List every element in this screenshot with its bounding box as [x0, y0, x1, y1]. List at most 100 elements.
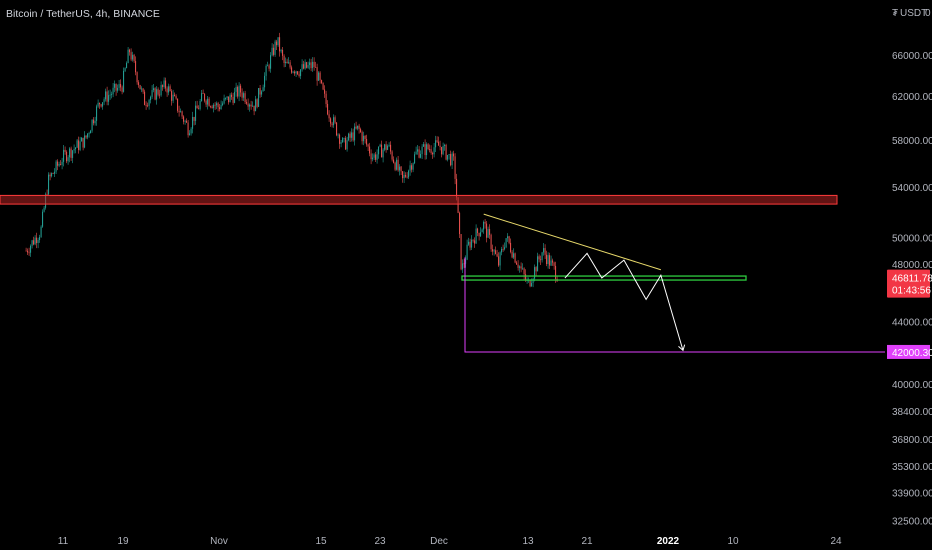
candle-body: [385, 144, 387, 150]
candle-body: [478, 232, 480, 237]
candle-body: [376, 154, 378, 160]
candle-body: [163, 80, 165, 87]
candle-body: [115, 83, 117, 91]
candle-body: [403, 174, 405, 179]
candle-body: [418, 149, 420, 158]
candle-body: [187, 122, 189, 136]
candle-body: [27, 250, 29, 253]
candle-body: [124, 68, 126, 71]
candle-body: [36, 237, 38, 244]
candle-body: [322, 82, 324, 90]
candle-body: [237, 86, 239, 97]
candle-body: [544, 248, 546, 255]
candle-body: [441, 146, 443, 155]
candle-body: [339, 134, 341, 144]
candle-body: [466, 244, 468, 260]
candle-body: [28, 252, 30, 254]
candle-body: [195, 105, 197, 121]
candle-body: [138, 82, 140, 86]
resistance-zone[interactable]: [0, 194, 838, 205]
candle-body: [103, 99, 105, 103]
candle-body: [166, 88, 168, 93]
candle-body: [204, 93, 206, 101]
candle-body: [498, 256, 500, 266]
candle-body: [198, 108, 200, 110]
candle-body: [423, 144, 425, 147]
axis-settings-mark[interactable]: 0: [925, 8, 931, 19]
candle-body: [225, 97, 227, 99]
candle-body: [394, 162, 396, 170]
candle-body: [67, 157, 69, 162]
candle-body: [301, 64, 303, 70]
candle-body: [358, 125, 360, 130]
candle-body: [454, 156, 456, 179]
candle-body: [183, 116, 185, 122]
candle-body: [541, 252, 543, 261]
candle-body: [373, 154, 375, 158]
symbol-title[interactable]: Bitcoin / TetherUS, 4h, BINANCE: [6, 8, 160, 20]
candle-body: [64, 149, 66, 152]
candle-body: [534, 267, 536, 279]
candle-body: [390, 144, 392, 152]
candle-body: [213, 104, 215, 109]
candle-body: [250, 104, 252, 107]
candle-body: [399, 166, 401, 171]
candle-body: [325, 93, 327, 104]
candle-body: [357, 125, 359, 129]
candle-body: [142, 88, 144, 92]
candle-body: [538, 256, 540, 260]
candle-body: [189, 133, 191, 136]
candle-body: [91, 119, 93, 131]
candle-body: [543, 248, 545, 253]
x-tick-label: 23: [374, 536, 386, 547]
candle-body: [313, 61, 315, 67]
candle-body: [144, 91, 146, 106]
candle-body: [229, 94, 231, 103]
candle-body: [112, 87, 114, 95]
candle-body: [210, 106, 212, 108]
candle-body: [31, 240, 33, 246]
target-line[interactable]: [464, 257, 932, 353]
candle-body: [219, 107, 221, 110]
candle-body: [330, 118, 332, 124]
candle-body: [378, 146, 380, 155]
time-axis[interactable]: 11 19 Nov 15 23 Dec 13 21 2022 10 24: [0, 530, 932, 550]
x-tick-label: 13: [522, 536, 534, 547]
candle-body: [309, 62, 311, 66]
descending-trendline[interactable]: [483, 213, 662, 271]
currency-label[interactable]: USDT: [900, 8, 927, 19]
candle-body: [523, 268, 525, 275]
candle-body: [30, 245, 32, 253]
candle-body: [240, 85, 242, 93]
candle-body: [75, 147, 77, 150]
candle-body: [457, 197, 459, 213]
candle-body: [517, 264, 519, 268]
candle-body: [507, 236, 509, 239]
candle-body: [363, 135, 365, 142]
candle-body: [294, 71, 296, 74]
candle-body: [102, 102, 104, 107]
candle-body: [337, 134, 339, 136]
candle-body: [190, 128, 192, 134]
candle-body: [223, 98, 225, 104]
candle-body: [199, 100, 201, 109]
price-axis[interactable]: 66000.00 62000.00 58000.00 54000.00 50000.00…: [885, 0, 932, 550]
currency-mark: ₮: [892, 8, 898, 19]
candle-body: [355, 126, 357, 129]
candle-body: [349, 133, 351, 138]
candle-body: [136, 72, 138, 83]
candle-body: [489, 229, 491, 235]
candle-body: [402, 171, 404, 179]
candle-body: [442, 145, 444, 155]
candle-body: [484, 221, 486, 224]
y-tick-label: 66000.00: [892, 51, 932, 62]
candle-body: [553, 262, 555, 266]
candle-body: [414, 154, 416, 164]
candle-body: [397, 159, 399, 171]
candle-body: [252, 105, 254, 107]
projection-path[interactable]: [564, 252, 684, 351]
candle-body: [400, 166, 402, 172]
candle-body: [319, 72, 321, 81]
candle-body: [439, 145, 441, 147]
